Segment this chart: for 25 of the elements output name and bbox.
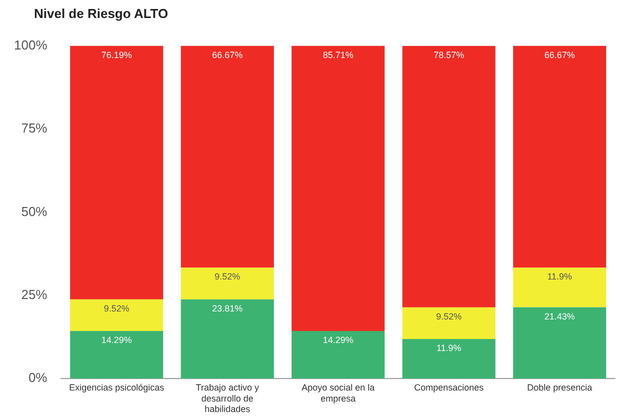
y-tick-label: 25% [21,286,48,302]
x-tick-label: Apoyo social en la empresa [302,382,375,404]
data-label: 11.9% [547,272,572,282]
data-label: 9.52% [104,303,130,314]
data-label: 85.71% [322,50,354,60]
data-label: 21.43% [544,311,575,322]
y-tick-label: 75% [21,120,48,136]
data-label: 9.52% [436,311,462,322]
x-tick-label: Exigencias psicológicas [69,382,165,392]
data-label: 9.52% [214,272,240,282]
y-tick-label: 100% [14,37,48,52]
y-tick-label: 0% [28,370,48,386]
data-label: 11.9% [436,342,462,353]
data-label: 66.67% [212,50,243,60]
data-label: 23.81% [212,303,243,314]
data-label: 14.29% [322,335,354,346]
data-label: 14.29% [101,335,132,346]
x-tick-label: Compensaciones [414,382,484,392]
data-label: 66.67% [544,50,575,60]
data-label: 78.57% [434,50,464,60]
data-label: 76.19% [101,50,132,60]
x-tick-label: Doble presencia [527,382,592,392]
y-tick-label: 50% [21,204,48,219]
x-tick-label: Trabajo activo y desarrollo de habilidades [196,382,260,414]
chart-title: Nivel de Riesgo ALTO [34,6,168,21]
